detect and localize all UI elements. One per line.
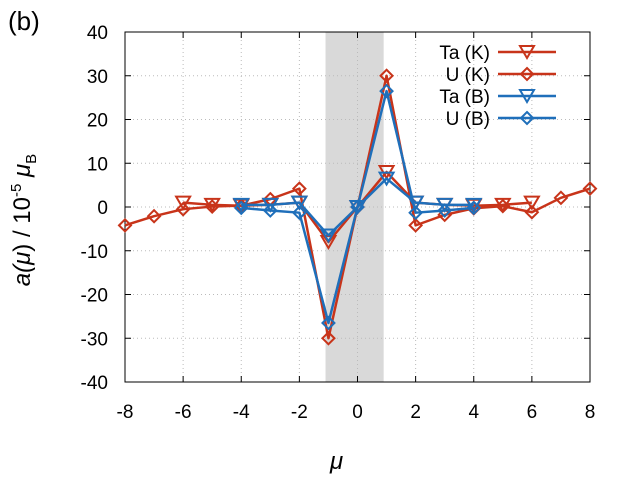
legend-marker [519,66,535,82]
series-u-b [233,83,482,331]
y-tick-label: 40 [87,23,108,44]
y-axis-label: a(μ) / 10-5 μB [8,153,40,287]
x-tick-label: 4 [468,402,479,423]
data-point [524,204,540,220]
data-point [175,201,191,217]
data-point [377,171,396,187]
data-point [437,203,453,218]
x-tick-label: 6 [527,402,538,423]
data-point [379,83,394,99]
data-point [321,315,336,331]
data-point [408,205,424,221]
legend: Ta (K)U (K)Ta (B)U (B) [439,43,556,130]
data-point [435,197,454,213]
y-tick-label: -10 [81,242,108,263]
data-point [582,181,598,197]
x-tick-label: 0 [352,402,363,423]
data-point [291,205,307,221]
data-point [321,330,336,346]
data-point [379,68,394,84]
panel-label: (b) [8,6,40,36]
x-axis-label: μ [330,448,344,475]
x-tick-label: 8 [585,402,596,423]
x-tick-label: -8 [117,402,134,423]
x-tick-label: -2 [291,402,308,423]
y-tick-label: 20 [87,111,108,132]
data-point [261,197,280,213]
y-tick-label: -40 [81,373,108,394]
data-point [466,200,482,216]
data-point [146,208,162,224]
legend-marker [519,110,535,126]
data-point [408,217,424,233]
legend-marker [518,45,536,60]
data-point [495,198,511,214]
data-point [319,228,338,244]
data-point [350,199,365,215]
data-point [523,195,541,211]
data-point [233,200,249,216]
legend-label: U (K) [446,65,490,86]
legend-marker [518,89,536,104]
data-point [290,195,309,211]
data-point [204,199,220,214]
y-tick-label: 30 [87,67,108,88]
legend-label: U (B) [446,109,490,130]
data-point [174,195,192,211]
y-tick-label: -20 [81,286,108,307]
legend-label: Ta (K) [439,43,490,64]
data-point [117,217,133,233]
legend-label: Ta (B) [439,87,490,108]
x-tick-label: 2 [410,402,421,423]
y-tick-label: -30 [81,329,108,350]
data-point [553,190,569,206]
data-point [291,181,307,197]
y-tick-label: 10 [87,154,108,175]
x-tick-label: -6 [175,402,192,423]
y-tick-label: 0 [97,198,108,219]
data-point [262,203,278,218]
series-line [241,89,474,325]
x-tick-label: -4 [233,402,250,423]
